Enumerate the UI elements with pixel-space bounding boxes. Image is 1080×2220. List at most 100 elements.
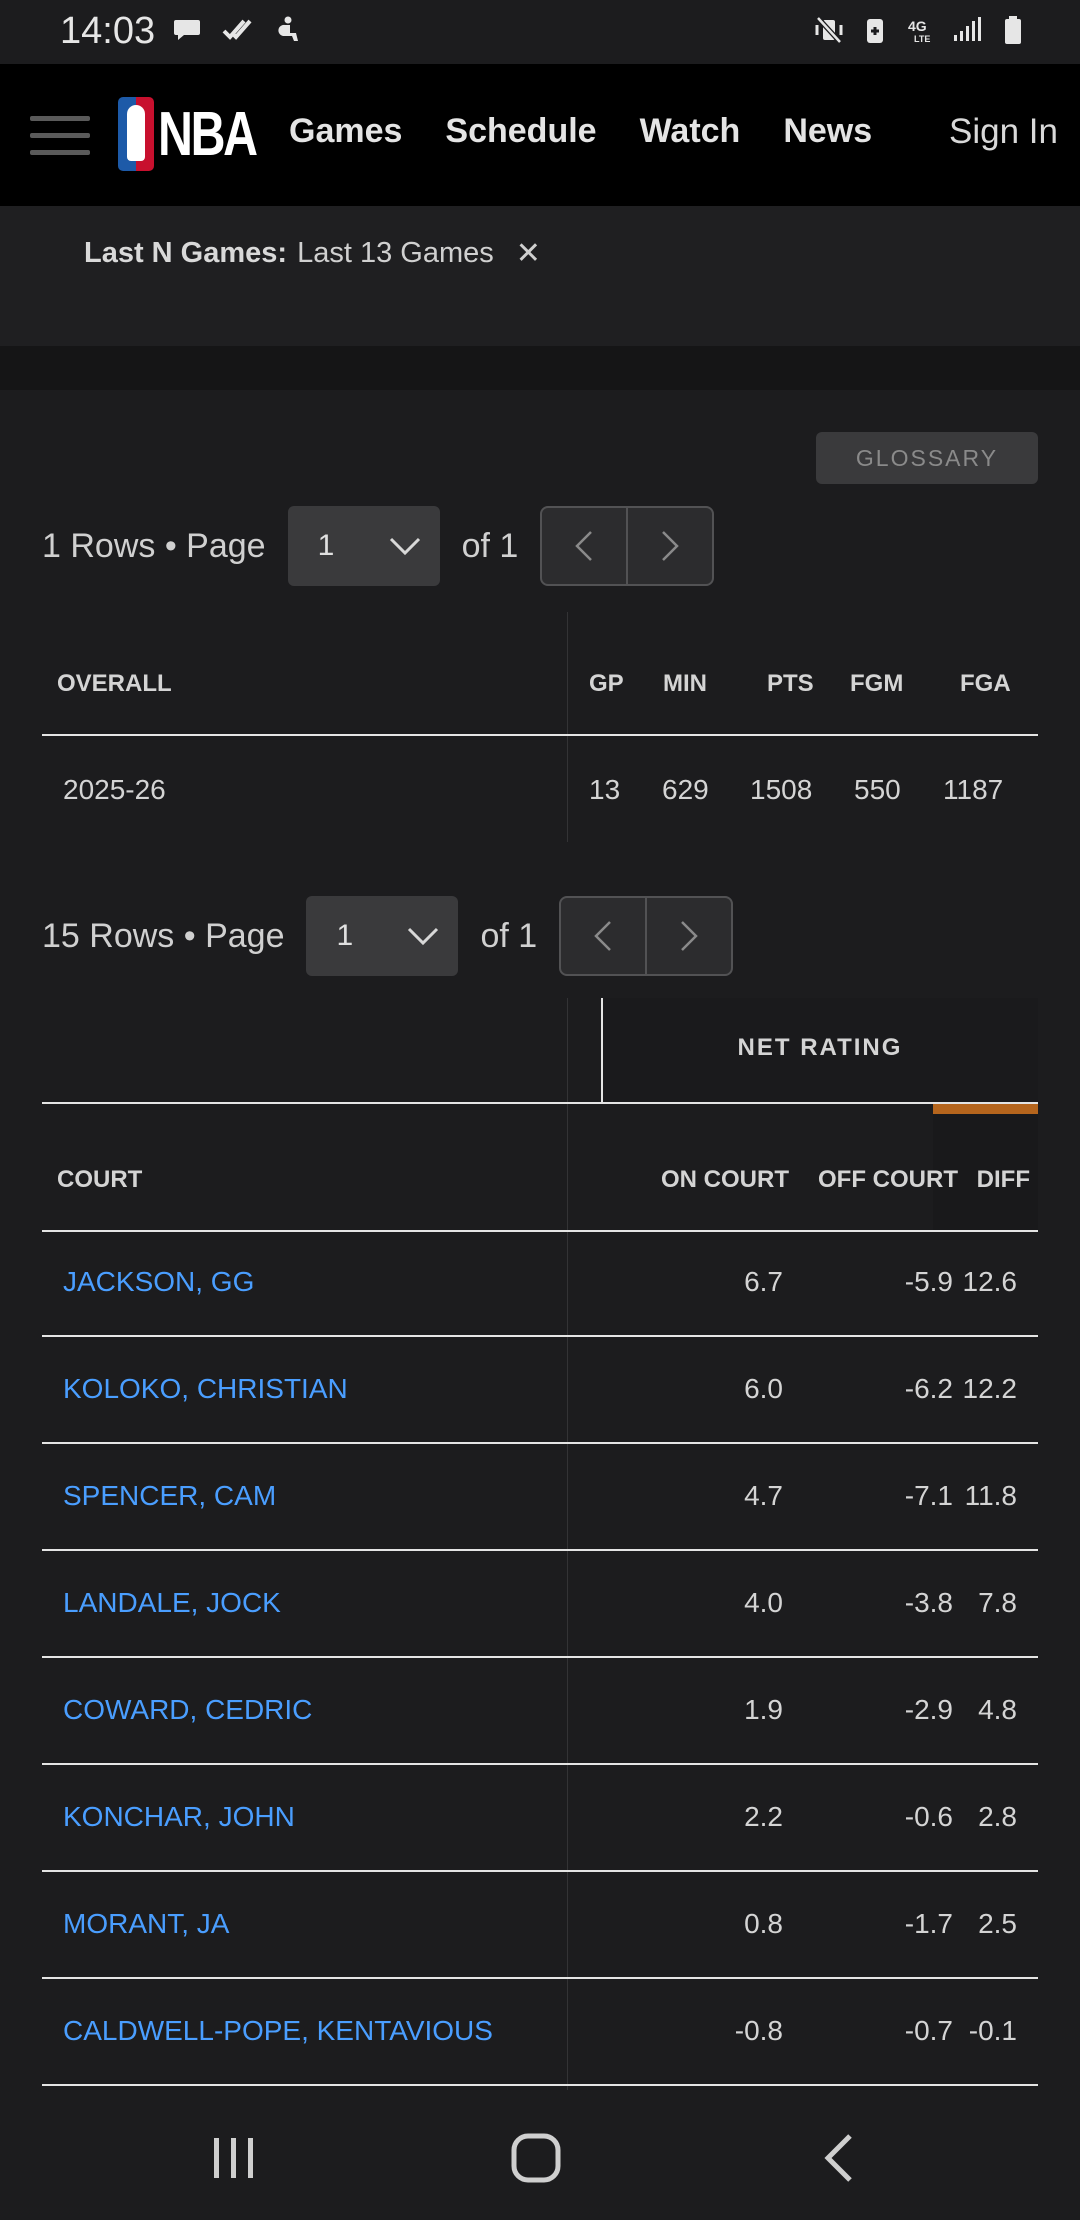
close-icon[interactable]: ✕ (515, 237, 541, 270)
4g-lte-icon: 4G LTE (906, 12, 936, 48)
player-link[interactable]: COWARD, CEDRIC (63, 1694, 313, 1725)
player-link[interactable]: KOLOKO, CHRISTIAN (63, 1373, 348, 1404)
nba-logo-mark-icon (118, 97, 154, 171)
col-header-on-court[interactable]: ON COURT (661, 1166, 789, 1193)
next-page-button[interactable] (626, 508, 712, 584)
table-row: KOLOKO, CHRISTIAN 6.0 -6.2 12.2 (42, 1337, 1038, 1444)
svg-text:LTE: LTE (914, 34, 930, 44)
nba-logo[interactable]: NBA (118, 96, 283, 172)
prev-page-button[interactable] (561, 898, 645, 974)
divider-band (0, 346, 1080, 390)
filter-value: Last 13 Games (297, 237, 494, 269)
page-select-value: 1 (336, 919, 354, 952)
table-row: CALDWELL-POPE, KENTAVIOUS -0.8 -0.7 -0.1 (42, 1979, 1038, 2086)
player-link[interactable]: LANDALE, JOCK (63, 1587, 281, 1618)
row-rule (42, 1549, 1038, 1551)
group-header-rule (42, 1102, 1038, 1104)
nav-link-games[interactable]: Games (289, 112, 403, 150)
diff-cell: 12.6 (962, 1266, 1018, 1297)
fga-cell: 1187 (943, 774, 1004, 805)
diff-cell: 4.8 (978, 1694, 1017, 1725)
col-header-court[interactable]: COURT (57, 1166, 143, 1193)
group-header-divider (601, 998, 603, 1104)
table-divider (567, 998, 568, 2090)
sign-in-link[interactable]: Sign In (949, 112, 1058, 151)
chevron-left-icon (575, 531, 593, 561)
col-header-gp[interactable]: GP (589, 670, 624, 697)
status-bar: 14:03 4G LTE (0, 0, 1080, 64)
player-link[interactable]: KONCHAR, JOHN (63, 1801, 295, 1832)
off-court-cell: -0.7 (904, 2015, 953, 2046)
gp-cell: 13 (589, 774, 621, 805)
double-check-icon (222, 12, 252, 48)
prev-page-button[interactable] (542, 508, 626, 584)
glossary-button[interactable]: GLOSSARY (816, 432, 1038, 484)
off-court-cell: -5.9 (904, 1266, 953, 1297)
player-link[interactable]: CALDWELL-POPE, KENTAVIOUS (63, 2015, 493, 2046)
nav-link-watch[interactable]: Watch (639, 112, 741, 150)
on-court-cell: 4.7 (744, 1480, 783, 1511)
home-icon[interactable] (506, 2128, 566, 2188)
col-header-fga[interactable]: FGA (960, 670, 1011, 697)
next-page-button[interactable] (645, 898, 731, 974)
page-nav-buttons (559, 896, 734, 976)
chevron-left-icon (594, 921, 612, 951)
hamburger-menu-icon[interactable] (30, 116, 90, 156)
col-header-overall[interactable]: OVERALL (57, 670, 172, 697)
page-nav-buttons (540, 506, 715, 586)
col-header-min[interactable]: MIN (663, 670, 707, 697)
off-court-cell: -7.1 (904, 1480, 953, 1511)
system-nav-bar (0, 2090, 1080, 2220)
page-select[interactable]: 1 (306, 896, 459, 976)
nav-link-schedule[interactable]: Schedule (445, 112, 597, 150)
nav-link-news[interactable]: News (783, 112, 873, 150)
chat-bubble-icon (172, 12, 202, 48)
diff-cell: 11.8 (964, 1480, 1017, 1511)
court-net-rating-table: NET RATING COURT ON COURT OFF COURT DIFF… (42, 998, 1038, 2090)
diff-cell: 7.8 (978, 1587, 1017, 1618)
table-divider (567, 612, 568, 842)
min-cell: 629 (662, 774, 709, 805)
rows-count-text: 15 Rows • Page (42, 916, 285, 955)
sort-indicator-bar (933, 1104, 1038, 1114)
nba-nav-bar: NBA Games Schedule Watch News Sign In (0, 64, 1080, 206)
on-court-cell: 2.2 (744, 1801, 783, 1832)
recents-icon[interactable] (204, 2128, 264, 2188)
page-select[interactable]: 1 (287, 506, 440, 586)
page-select-value: 1 (317, 529, 335, 562)
row-rule (42, 1335, 1038, 1337)
table-row: JACKSON, GG 6.7 -5.9 12.6 (42, 1230, 1038, 1337)
filter-strip: Last N Games: Last 13 Games ✕ (0, 206, 1080, 346)
table-row: KONCHAR, JOHN 2.2 -0.6 2.8 (42, 1765, 1038, 1872)
nba-logo-text: NBA (158, 99, 258, 169)
accessibility-icon (272, 12, 302, 48)
off-court-cell: -3.8 (904, 1587, 953, 1618)
off-court-cell: -0.6 (904, 1801, 953, 1832)
diff-cell: 12.2 (962, 1373, 1018, 1404)
row-rule (42, 1870, 1038, 1872)
filter-label: Last N Games: (84, 237, 288, 269)
battery-icon (998, 12, 1028, 48)
vibrate-mute-icon (814, 12, 844, 48)
header-rule (42, 1230, 1038, 1232)
col-header-pts[interactable]: PTS (767, 670, 814, 697)
signal-icon (952, 12, 982, 48)
col-header-off-court[interactable]: OFF COURT (818, 1166, 958, 1193)
pager-court: 15 Rows • Page 1 of 1 (42, 896, 734, 976)
on-court-cell: 1.9 (744, 1694, 783, 1725)
diff-cell: 2.5 (978, 1908, 1017, 1939)
diff-cell: 2.8 (978, 1801, 1017, 1832)
player-link[interactable]: MORANT, JA (63, 1908, 230, 1939)
season-cell: 2025-26 (63, 774, 166, 805)
col-header-fgm[interactable]: FGM (850, 670, 904, 697)
group-header-bg (602, 998, 1038, 1102)
header-rule (42, 734, 1038, 736)
player-link[interactable]: SPENCER, CAM (63, 1480, 277, 1511)
chevron-right-icon (662, 531, 680, 561)
status-time: 14:03 (60, 10, 156, 52)
page-total-text: of 1 (480, 916, 538, 955)
back-icon[interactable] (814, 2128, 864, 2188)
table-row: MORANT, JA 0.8 -1.7 2.5 (42, 1872, 1038, 1979)
col-header-diff[interactable]: DIFF (976, 1166, 1030, 1193)
player-link[interactable]: JACKSON, GG (63, 1266, 255, 1297)
